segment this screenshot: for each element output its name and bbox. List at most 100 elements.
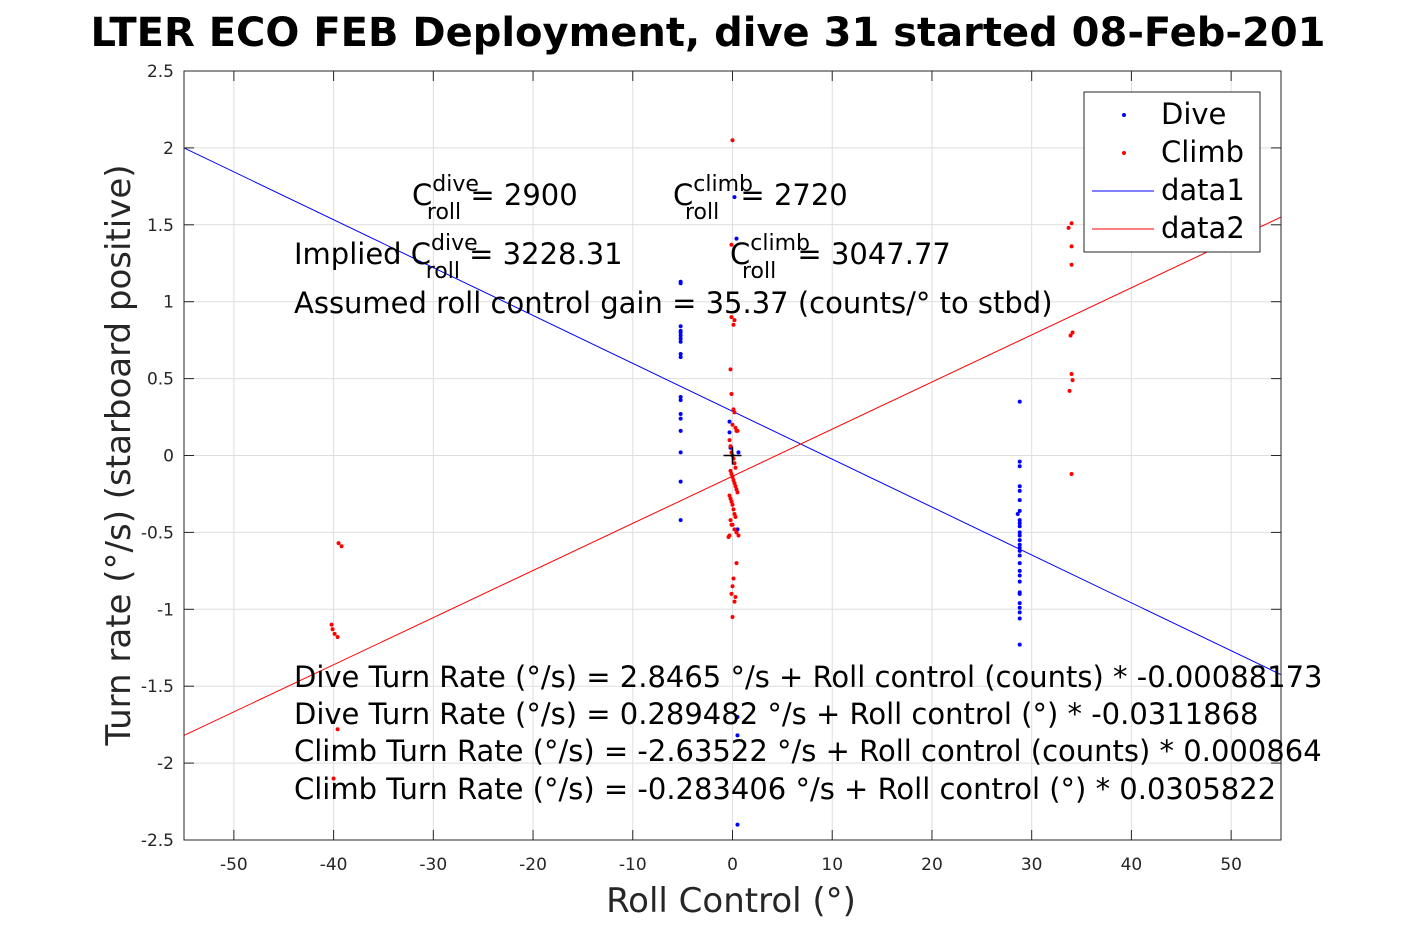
climb-point [1070, 378, 1075, 383]
climb-point [1067, 388, 1072, 393]
dive-point [727, 419, 732, 424]
y-tick-label: -1 [157, 600, 174, 620]
dive-point [678, 333, 683, 338]
dive-point [1017, 579, 1022, 584]
x-tick-label: -20 [519, 855, 547, 875]
climb-point [729, 391, 734, 396]
climb-point [734, 530, 739, 535]
dive-point [1017, 605, 1022, 610]
y-tick-label: 2.5 [147, 62, 174, 82]
dive-point [678, 339, 683, 344]
climb-point [727, 438, 732, 443]
annotation-c-dive: Cdive roll = 2900 [412, 172, 578, 225]
climb-point [733, 484, 738, 489]
dive-point [678, 330, 683, 335]
climb-point [727, 533, 732, 538]
climb-point [732, 481, 737, 486]
dive-point [1017, 561, 1022, 566]
y-tick-label: -0.5 [141, 523, 174, 543]
annotation-gain: Assumed roll control gain = 35.37 (count… [294, 286, 1053, 320]
dive-point [1017, 399, 1022, 404]
climb-point [729, 499, 734, 504]
dive-point [732, 195, 737, 200]
climb-point [733, 465, 738, 470]
climb-point [732, 461, 737, 466]
dive-point [678, 395, 683, 400]
x-tick-label: 20 [921, 855, 943, 875]
climb-point [1066, 225, 1071, 230]
climb-point [330, 627, 335, 632]
y-tick-label: -2.5 [141, 831, 174, 851]
annotation-implied-dive: Implied Cdive roll = 3228.31 [294, 231, 623, 284]
x-tick-label: -10 [619, 855, 647, 875]
climb-point [728, 367, 733, 372]
dive-point [735, 527, 740, 532]
dive-point [735, 822, 740, 827]
climb-point [1069, 471, 1074, 476]
origin-marker [723, 446, 742, 465]
climb-point [335, 634, 340, 639]
climb-point [729, 591, 734, 596]
climb-point [329, 622, 334, 627]
dive-point [678, 518, 683, 523]
climb-point [736, 533, 741, 538]
dive-point [1017, 508, 1022, 513]
annotation-implied-climb: Cclimb roll = 3047.77 [730, 231, 951, 284]
dive-point [1017, 524, 1022, 529]
climb-point [1069, 221, 1074, 226]
dive-point [678, 416, 683, 421]
climb-point [1068, 333, 1073, 338]
dive-point [678, 281, 683, 286]
dive-point [1017, 464, 1022, 469]
legend-box [1083, 91, 1261, 253]
dive-point [678, 411, 683, 416]
dive-point [1017, 533, 1022, 538]
climb-point [733, 425, 738, 430]
dive-point [1017, 518, 1022, 523]
climb-point [1069, 244, 1074, 249]
annotation-equation-3: Climb Turn Rate (°/s) = -2.63522 °/s + R… [294, 734, 1322, 768]
x-tick-label: 30 [1021, 855, 1043, 875]
dive-point [1017, 542, 1022, 547]
dive-point [1017, 488, 1022, 493]
legend-data2-label: data2 [1161, 211, 1245, 245]
y-tick-label: -2 [157, 754, 174, 774]
climb-point [730, 138, 735, 143]
x-tick-label: -30 [419, 855, 447, 875]
y-tick-label: 1 [163, 293, 174, 313]
dive-point [1017, 553, 1022, 558]
annotation-equation-4: Climb Turn Rate (°/s) = -0.283406 °/s + … [294, 772, 1276, 806]
climb-point [730, 614, 735, 619]
dive-point [735, 733, 740, 738]
dive-point [1017, 568, 1022, 573]
dive-point [678, 355, 683, 360]
climb-point [1070, 330, 1075, 335]
climb-point [732, 599, 737, 604]
climb-point [734, 487, 739, 492]
y-tick-label: -1.5 [141, 677, 174, 697]
legend-climb-marker [1122, 151, 1126, 155]
dive-point [1015, 511, 1020, 516]
y-tick-label: 0.5 [147, 370, 174, 390]
climb-point [730, 422, 735, 427]
dive-point [678, 336, 683, 341]
dive-point [727, 430, 732, 435]
dive-point [1017, 591, 1022, 596]
dive-point [1017, 498, 1022, 503]
dive-point [1017, 538, 1022, 543]
climb-point [727, 493, 732, 498]
x-tick-label: -40 [320, 855, 348, 875]
annotation-c-climb: Cclimb roll = 2720 [673, 172, 848, 225]
climb-point [734, 561, 739, 566]
climb-point [729, 242, 734, 247]
annotation-equation-1: Dive Turn Rate (°/s) = 2.8465 °/s + Roll… [294, 660, 1322, 694]
climb-point [730, 584, 735, 589]
dive-point [678, 324, 683, 329]
x-tick-label: 0 [727, 855, 738, 875]
chart-title: LTER ECO FEB Deployment, dive 31 started… [91, 10, 1326, 56]
climb-point [733, 594, 738, 599]
dive-point [1017, 573, 1022, 578]
y-tick-label: 2 [163, 139, 174, 159]
climb-point [336, 541, 341, 546]
